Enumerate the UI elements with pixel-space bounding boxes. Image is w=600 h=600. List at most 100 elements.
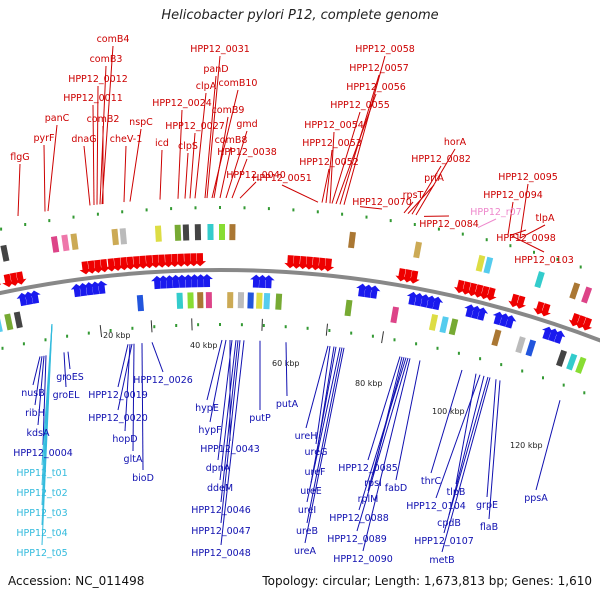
forward-gene-label: horA (444, 137, 467, 148)
feature-block (0, 244, 10, 262)
forward-gene-label: comB2 (87, 114, 120, 125)
reverse-gene-label: HPP12_0089 (327, 534, 387, 545)
ruler-dot (413, 223, 416, 226)
trna-gene-label: HPP12_t03 (16, 508, 67, 519)
ruler-dot (533, 250, 535, 254)
reverse-gene-label: grpE (476, 500, 498, 511)
ruler-dot (72, 215, 75, 219)
ruler-dot (371, 334, 374, 338)
forward-gene-arrow (407, 270, 420, 284)
map-title: Helicobacter pylori P12, complete genome (161, 8, 439, 23)
forward-gene-arrow (98, 259, 111, 273)
ruler-dot (284, 325, 287, 329)
reverse-gene-arrow (498, 313, 511, 327)
scale-tick-label: 80 kbp (355, 379, 383, 388)
feature-block (13, 311, 23, 329)
forward-gene-arrow (514, 295, 527, 309)
reverse-gene-leader-line (356, 357, 409, 532)
ruler-dot (457, 351, 460, 355)
reverse-gene-arrow (470, 305, 483, 320)
reverse-gene-leader-line (141, 343, 144, 471)
ruler-dot (500, 363, 503, 367)
forward-gene-leader-line (92, 104, 95, 205)
forward-gene-label: cheV-1 (110, 134, 143, 145)
forward-gene-label: HPP12_0056 (346, 82, 406, 93)
scale-tick (150, 320, 153, 333)
feature-block (515, 336, 526, 354)
forward-gene-label: nspC (129, 117, 153, 128)
reverse-gene-arrow (464, 304, 477, 318)
forward-gene-leader-line (411, 165, 442, 215)
scale-tick-label: 100 kbp (432, 407, 465, 416)
reverse-gene-leader-line (435, 374, 481, 499)
ruler-dot (306, 326, 309, 330)
reverse-gene-leader-line (535, 400, 561, 491)
forward-gene-leader-line (509, 229, 527, 236)
forward-gene-label: tlpA (536, 213, 555, 224)
ruler-dot (365, 215, 368, 219)
feature-block (483, 256, 494, 274)
forward-gene-leader-line (101, 45, 114, 205)
trna-gene-label: HPP12_t04 (16, 528, 67, 539)
feature-block (475, 254, 486, 272)
reverse-gene-arrow (504, 315, 517, 329)
forward-gene-leader-line (519, 224, 546, 239)
feature-block (344, 299, 353, 317)
forward-gene-leader-line (211, 89, 239, 199)
reverse-gene-label: hopD (112, 434, 137, 445)
reverse-gene-label: HPP12_0004 (13, 448, 73, 459)
reverse-gene-arrow (419, 294, 431, 308)
forward-gene-label: HPP12_0084 (419, 219, 479, 230)
reverse-gene-leader-line (132, 343, 135, 452)
reverse-gene-leader-line (34, 356, 43, 406)
feature-block (229, 224, 236, 241)
reverse-gene-leader-line (32, 356, 41, 386)
reverse-gene-label: bioD (132, 473, 154, 484)
feature-block (439, 316, 449, 334)
reverse-gene-label: HPP12_0047 (191, 526, 251, 537)
forward-gene-label: HPP12_0057 (349, 63, 409, 74)
feature-block (413, 241, 422, 259)
forward-gene-label: pyrF (33, 133, 54, 144)
reverse-gene-leader-line (220, 340, 245, 546)
forward-gene-leader-line (231, 158, 248, 199)
reverse-gene-label: groES (56, 372, 84, 383)
feature-block (428, 313, 439, 331)
ruler-dot (316, 210, 319, 214)
forward-gene-arrow (580, 317, 593, 331)
reverse-gene-label: putP (249, 413, 271, 424)
reverse-gene-label: putA (276, 399, 299, 410)
forward-gene-leader-line (331, 111, 361, 204)
forward-gene-label: HPP12_0095 (498, 172, 558, 183)
forward-gene-leader-line (43, 144, 46, 212)
reverse-gene-label: ureE (300, 486, 322, 497)
reverse-gene-leader-line (443, 376, 489, 534)
forward-gene-leader-line (403, 201, 414, 214)
ruler-dot (461, 232, 464, 236)
forward-gene-leader-line (184, 152, 189, 199)
reverse-gene-leader-line (304, 347, 345, 544)
forward-gene-label: HPP12_0070 (352, 197, 412, 208)
reverse-gene-arrow (431, 296, 444, 311)
ruler-dot (240, 323, 243, 327)
reverse-gene-leader-line (219, 340, 237, 481)
reverse-gene-leader-line (63, 352, 67, 388)
ruler-dot (542, 376, 544, 380)
reverse-gene-label: ribH (25, 408, 45, 419)
ruler-dot (267, 207, 270, 211)
feature-block (255, 292, 263, 309)
reverse-gene-leader-line (395, 360, 421, 481)
scale-tick-label: 60 kbp (272, 359, 300, 368)
feature-block (218, 223, 226, 241)
reverse-gene-label: cpdB (437, 518, 461, 529)
reverse-gene-arrow (425, 295, 438, 309)
reverse-gene-leader-line (209, 339, 227, 423)
reverse-gene-arrow (368, 285, 381, 299)
reverse-gene-label: dpnA (206, 463, 231, 474)
forward-gene-leader-line (47, 124, 58, 212)
forward-gene-leader-line (177, 109, 183, 199)
reverse-gene-arrow (542, 326, 554, 340)
reverse-gene-label: ureH (295, 431, 318, 442)
feature-block (187, 292, 194, 309)
